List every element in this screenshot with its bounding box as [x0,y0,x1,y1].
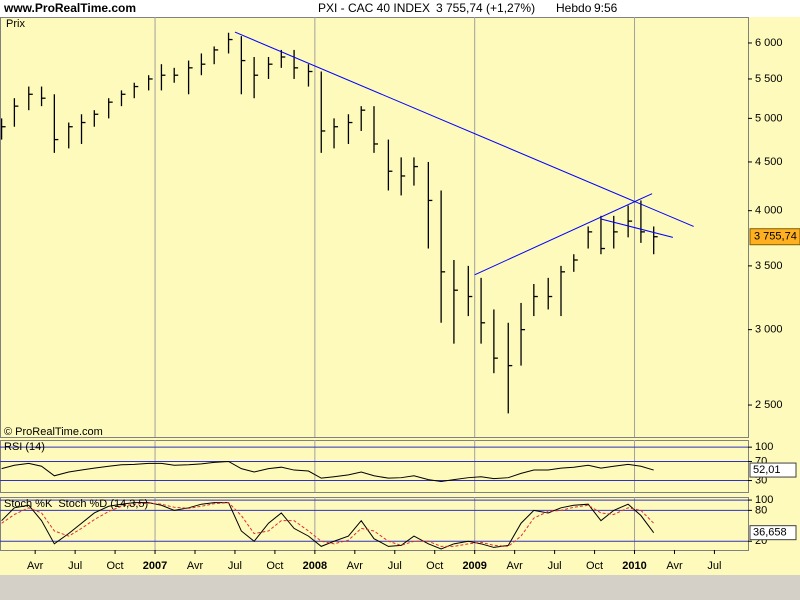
period: Hebdo [556,1,592,15]
y-tick-label: 2 500 [755,399,783,411]
last-value-box [749,462,797,478]
x-tick-label: 2008 [303,560,327,572]
y-tick-label: 3 000 [755,324,783,336]
x-tick-label: Oct [107,560,124,572]
x-tick-label: Jul [228,560,242,572]
x-tick-label: Jul [388,560,402,572]
y-tick-label: 5 000 [755,112,783,124]
y-tick-label: 4 500 [755,156,783,168]
y-tick-label: 80 [755,504,767,516]
panel [0,17,749,438]
y-tick-label: 4 000 [755,205,783,217]
panel [0,497,749,551]
instrument: PXI - CAC 40 INDEX [318,1,430,15]
trendline [600,218,674,238]
quote: 3 755,74 (+1,27%) [436,1,535,15]
x-tick-label: Oct [426,560,443,572]
y-tick-label: 100 [755,441,773,453]
last-value: 36,658 [753,527,787,539]
y-tick-label: 6 000 [755,37,783,49]
x-tick-label: Avr [506,560,523,572]
last-value-box [749,525,797,541]
last-value: 52,01 [753,464,781,476]
trendline [234,31,694,227]
watermark: © ProRealTime.com [4,426,103,438]
x-tick-label: 2010 [622,560,646,572]
last-value-box [749,228,800,246]
y-tick-label: 3 500 [755,260,783,272]
x-tick-label: Avr [666,560,683,572]
x-tick-label: Jul [548,560,562,572]
x-tick-label: 2009 [462,560,486,572]
x-tick-label: Jul [68,560,82,572]
x-tick-label: Avr [187,560,204,572]
y-tick-label: 5 500 [755,73,783,85]
series-line [1,460,654,483]
series-line [1,502,655,547]
last-value: 3 755,74 [754,231,797,243]
time: 9:56 [594,1,618,15]
panel [0,440,749,493]
legend-entry: Stoch %D (14,3,5) [58,498,148,510]
panel-title: RSI (14) [4,441,45,453]
x-tick-label: Avr [347,560,364,572]
y-tick-label: 100 [755,494,773,506]
x-tick-label: Avr [27,560,44,572]
panel-label: Prix [6,18,25,30]
plot-layer: 2 500 3 000 3 500 4 000 4 500 5 000 5 500 6 000… [0,17,800,572]
trendline [474,193,653,276]
x-tick-label: Oct [266,560,283,572]
x-tick-label: 2007 [143,560,167,572]
header-bar [0,0,800,17]
legend-entry: Stoch %K [4,498,53,510]
site: www.ProRealTime.com [3,1,136,15]
x-tick-label: Jul [707,560,721,572]
x-tick-label: Oct [586,560,603,572]
chart-background [0,17,800,575]
